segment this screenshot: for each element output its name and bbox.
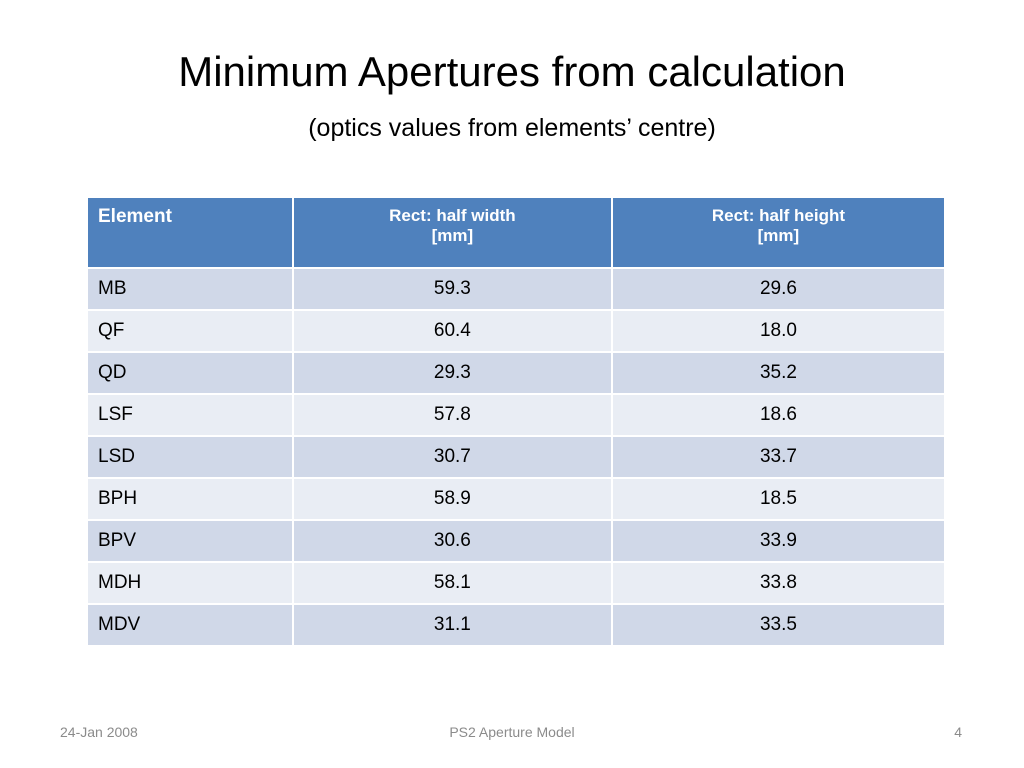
table-row: QD 29.3 35.2 xyxy=(86,351,947,395)
table-row: MB 59.3 29.6 xyxy=(86,267,947,311)
table-row: BPH 58.9 18.5 xyxy=(86,477,947,521)
table-cell: 58.9 xyxy=(291,477,613,521)
header-text: Rect: half height xyxy=(711,206,846,225)
footer-title: PS2 Aperture Model xyxy=(449,724,575,740)
table-cell: MB xyxy=(86,267,294,311)
table-cell: 18.0 xyxy=(610,309,947,353)
table-cell: 35.2 xyxy=(610,351,947,395)
title: Minimum Apertures from calculation xyxy=(178,48,846,95)
page-number: 4 xyxy=(954,724,962,740)
table-cell: BPH xyxy=(86,477,294,521)
table: Element Rect: half width [mm] Rect: half he… xyxy=(86,196,947,647)
header-row: Element Rect: half width [mm] Rect: half he… xyxy=(86,196,947,269)
subtitle: (optics values from elements’ centre) xyxy=(308,114,716,142)
table-cell: 33.9 xyxy=(610,519,947,563)
table-cell: 33.8 xyxy=(610,561,947,605)
table-cell: 58.1 xyxy=(291,561,613,605)
table-cell: MDV xyxy=(86,603,294,647)
table-row: MDV 31.1 33.5 xyxy=(86,603,947,647)
table-cell: LSD xyxy=(86,435,294,479)
table-cell: LSF xyxy=(86,393,294,437)
table-cell: 29.3 xyxy=(291,351,613,395)
table-cell: 30.7 xyxy=(291,435,613,479)
table-row: BPV 30.6 33.9 xyxy=(86,519,947,563)
header-text: Rect: half width xyxy=(389,206,516,225)
table-cell: MDH xyxy=(86,561,294,605)
table-row: QF 60.4 18.0 xyxy=(86,309,947,353)
table-row: LSF 57.8 18.6 xyxy=(86,393,947,437)
header-cell: Element xyxy=(86,196,294,269)
header-cell: Rect: half height [mm] xyxy=(610,196,947,269)
table-row: MDH 58.1 33.8 xyxy=(86,561,947,605)
table-cell: 18.6 xyxy=(610,393,947,437)
header-text: Element xyxy=(98,206,172,227)
header-text: [mm] xyxy=(757,226,800,245)
table-cell: 60.4 xyxy=(291,309,613,353)
table-cell: 29.6 xyxy=(610,267,947,311)
table-cell: 31.1 xyxy=(291,603,613,647)
table-cell: QD xyxy=(86,351,294,395)
table-cell: 33.7 xyxy=(610,435,947,479)
header-cell: Rect: half width [mm] xyxy=(291,196,613,269)
table-cell: BPV xyxy=(86,519,294,563)
table-cell: 18.5 xyxy=(610,477,947,521)
table-cell: QF xyxy=(86,309,294,353)
table-row: LSD 30.7 33.7 xyxy=(86,435,947,479)
table-cell: 33.5 xyxy=(610,603,947,647)
footer-date: 24-Jan 2008 xyxy=(60,724,138,740)
table-cell: 57.8 xyxy=(291,393,613,437)
table-cell: 30.6 xyxy=(291,519,613,563)
header-text: [mm] xyxy=(431,226,474,245)
table-cell: 59.3 xyxy=(291,267,613,311)
